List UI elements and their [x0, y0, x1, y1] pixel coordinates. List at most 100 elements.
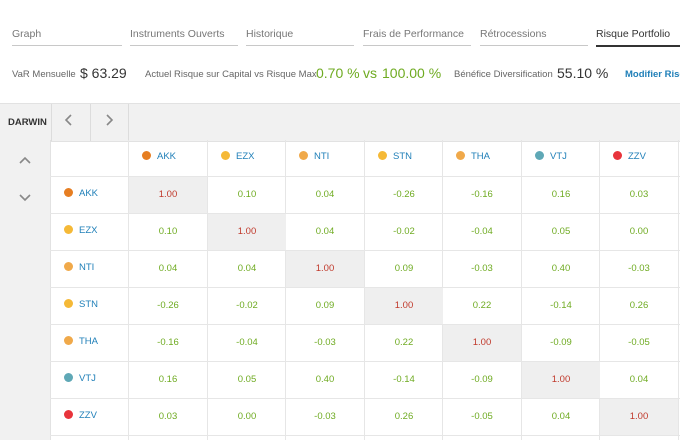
row-header-label: NTI [79, 262, 95, 273]
tab-history[interactable]: Historique [246, 28, 354, 46]
asset-color-dot-icon [64, 225, 73, 234]
correlation-cell: -0.05 [471, 411, 493, 422]
correlation-cell: 0.04 [315, 226, 335, 237]
grid-column-line [285, 140, 286, 440]
tab-graph[interactable]: Graph [12, 28, 122, 46]
correlation-cell: 0.03 [158, 411, 178, 422]
column-header-label: NTI [314, 151, 330, 162]
grid-row-line [50, 176, 680, 177]
grid-row-line [50, 213, 680, 214]
correlation-cell: 1.00 [208, 214, 286, 250]
correlation-cell: 0.22 [472, 300, 492, 311]
correlation-cell: 0.10 [158, 226, 178, 237]
row-header-akk[interactable]: AKK [64, 188, 98, 202]
correlation-cell: -0.05 [628, 337, 650, 348]
grid-column-line [364, 140, 365, 440]
asset-color-dot-icon [299, 151, 308, 160]
diversification-value: 55.10 % [557, 65, 609, 81]
correlation-cell: 0.04 [629, 374, 649, 385]
correlation-cell: -0.03 [471, 263, 493, 274]
tab-open-instruments[interactable]: Instruments Ouverts [130, 28, 238, 46]
correlation-cell: -0.02 [393, 226, 415, 237]
tab-bar: Graph Instruments Ouverts Historique Fra… [0, 0, 680, 50]
row-header-zzv[interactable]: ZZV [64, 410, 97, 424]
toolbar-divider [51, 104, 52, 141]
darwin-label: DARWIN [8, 117, 47, 128]
risk-label: Actuel Risque sur Capital vs Risque Max. [145, 69, 320, 80]
asset-color-dot-icon [613, 151, 622, 160]
column-header-zzv[interactable]: ZZV [613, 151, 646, 165]
row-header-label: ZZV [79, 410, 97, 421]
row-header-tha[interactable]: THA [64, 336, 98, 350]
correlation-cell: 0.00 [237, 411, 257, 422]
asset-color-dot-icon [64, 336, 73, 345]
grid-row-line [50, 361, 680, 362]
column-header-label: AKK [157, 151, 177, 162]
row-header-label: VTJ [79, 373, 96, 384]
asset-color-dot-icon [221, 151, 230, 160]
var-value: $ 63.29 [80, 65, 127, 81]
correlation-cell: 0.10 [237, 189, 257, 200]
column-header-tha[interactable]: THA [456, 151, 490, 165]
asset-color-dot-icon [142, 151, 151, 160]
row-scroll-strip [0, 140, 51, 440]
grid-row-line [50, 324, 680, 325]
row-header-nti[interactable]: NTI [64, 262, 94, 276]
grid-row-line [50, 435, 680, 436]
toolbar-divider [128, 104, 129, 141]
correlation-cell: 1.00 [129, 177, 207, 213]
row-header-label: EZX [79, 225, 98, 236]
risk-summary: VaR Mensuelle $ 63.29 Actuel Risque sur … [0, 52, 680, 98]
correlation-cell: 0.04 [237, 263, 257, 274]
correlation-cell: 0.26 [629, 300, 649, 311]
column-header-vtj[interactable]: VTJ [535, 151, 567, 165]
darwin-toolbar: DARWIN [0, 103, 680, 142]
correlation-cell: 0.09 [315, 300, 335, 311]
correlation-cell: 0.16 [551, 189, 571, 200]
correlation-cell: -0.04 [471, 226, 493, 237]
chevron-down-icon[interactable] [18, 190, 32, 206]
risk-current-value: 0.70 % [316, 65, 360, 81]
correlation-cell: 0.00 [629, 226, 649, 237]
column-header-label: VTJ [550, 151, 567, 162]
correlation-cell: 1.00 [522, 362, 600, 398]
correlation-cell: -0.03 [628, 263, 650, 274]
grid-column-line [207, 140, 208, 440]
tab-performance-fees[interactable]: Frais de Performance [363, 28, 471, 46]
correlation-cell: -0.03 [314, 411, 336, 422]
asset-color-dot-icon [64, 262, 73, 271]
grid-row-line [50, 250, 680, 251]
column-header-label: ZZV [628, 151, 646, 162]
chevron-right-icon[interactable] [104, 113, 114, 130]
chevron-up-icon[interactable] [18, 152, 32, 168]
row-header-vtj[interactable]: VTJ [64, 373, 96, 387]
correlation-cell: -0.09 [550, 337, 572, 348]
modify-risk-link[interactable]: Modifier Risq [625, 69, 680, 80]
asset-color-dot-icon [535, 151, 544, 160]
row-header-label: AKK [79, 188, 99, 199]
grid-column-line [521, 140, 522, 440]
correlation-cell: 0.04 [158, 263, 178, 274]
grid-column-line [678, 140, 679, 440]
asset-color-dot-icon [64, 299, 73, 308]
correlation-cell: 0.40 [315, 374, 335, 385]
asset-color-dot-icon [378, 151, 387, 160]
column-header-akk[interactable]: AKK [142, 151, 176, 165]
tab-retrocessions[interactable]: Rétrocessions [480, 28, 588, 46]
risk-vs: vs [363, 65, 377, 81]
column-header-stn[interactable]: STN [378, 151, 412, 165]
toolbar-divider [90, 104, 91, 141]
correlation-matrix: AKK EZX NTI STN THA VTJ ZZV AKK 1.00 0.10 0.04 -0.2… [50, 140, 680, 440]
correlation-cell: -0.16 [471, 189, 493, 200]
correlation-cell: -0.26 [393, 189, 415, 200]
column-header-ezx[interactable]: EZX [221, 151, 254, 165]
correlation-cell: 1.00 [443, 325, 521, 361]
column-header-nti[interactable]: NTI [299, 151, 329, 165]
grid-column-line [599, 140, 600, 440]
correlation-cell: -0.26 [157, 300, 179, 311]
column-header-label: EZX [236, 151, 255, 162]
tab-portfolio-risk[interactable]: Risque Portfolio [596, 28, 680, 47]
row-header-ezx[interactable]: EZX [64, 225, 97, 239]
row-header-stn[interactable]: STN [64, 299, 98, 313]
chevron-left-icon[interactable] [64, 113, 74, 130]
